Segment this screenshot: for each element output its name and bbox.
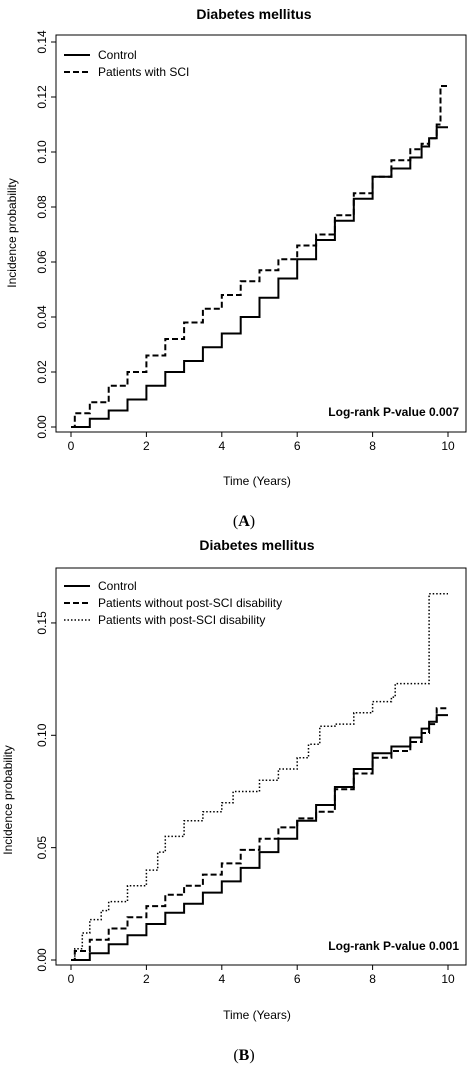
series-line-solid <box>71 126 448 428</box>
legend-label-with-disability: Patients with post-SCI disability <box>98 613 265 627</box>
panel-b-y-axis-label: Incidence probability <box>1 745 15 854</box>
x-tick-label: 8 <box>369 972 376 986</box>
x-tick-label: 10 <box>441 439 455 453</box>
panel-b-x-axis: 0 2 4 6 8 10 <box>68 965 455 986</box>
y-tick-label: 0.14 <box>35 30 49 54</box>
y-tick-label: 0.15 <box>35 611 49 635</box>
x-tick-label: 0 <box>68 439 75 453</box>
panel-b-plot-frame <box>55 567 467 966</box>
panel-a-plot-frame <box>55 34 467 433</box>
panel-a-label: (A) <box>233 513 255 530</box>
panel-a-x-axis: 0 2 4 6 8 10 <box>68 432 455 453</box>
x-tick-label: 8 <box>369 439 376 453</box>
y-tick-label: 0.00 <box>35 415 49 439</box>
y-tick-label: 0.00 <box>35 948 49 972</box>
panel-b-legend: Control Patients without post-SCI disabi… <box>64 579 282 627</box>
y-tick-label: 0.08 <box>35 195 49 219</box>
panel-a-title: Diabetes mellitus <box>196 6 311 22</box>
panel-a-logrank-annotation: Log-rank P-value 0.007 <box>328 405 459 419</box>
x-tick-label: 6 <box>294 439 301 453</box>
panel-b-series <box>71 592 448 961</box>
panel-a-y-axis-label: Incidence probability <box>5 178 19 287</box>
x-tick-label: 10 <box>441 972 455 986</box>
y-tick-label: 0.06 <box>35 250 49 274</box>
x-tick-label: 2 <box>143 439 150 453</box>
legend-label-control-b: Control <box>98 579 137 593</box>
y-tick-label: 0.04 <box>35 305 49 329</box>
series-line-dashed <box>71 85 448 428</box>
panel-a-y-axis: 0.00 0.02 0.04 0.06 0.08 0.10 0.12 0.14 <box>35 30 56 439</box>
panel-a-chart: Diabetes mellitus 0.000.020.040.060.080.… <box>5 6 467 530</box>
series-line-dashed <box>71 707 448 961</box>
panel-b-label: (B) <box>233 1047 254 1064</box>
x-tick-label: 4 <box>218 439 225 453</box>
panel-b-y-axis: 0.00 0.05 0.10 0.15 <box>35 611 56 972</box>
panel-a-x-axis-label: Time (Years) <box>223 474 291 488</box>
panel-b-title: Diabetes mellitus <box>199 537 314 553</box>
panel-a-legend: Control Patients with SCI <box>64 48 189 79</box>
x-tick-label: 6 <box>294 972 301 986</box>
legend-label-patients-with-sci: Patients with SCI <box>98 65 189 79</box>
legend-label-without-disability: Patients without post-SCI disability <box>98 596 282 610</box>
panel-b-x-axis-label: Time (Years) <box>223 1008 291 1022</box>
y-tick-label: 0.12 <box>35 85 49 109</box>
x-tick-label: 4 <box>218 972 225 986</box>
x-tick-label: 2 <box>143 972 150 986</box>
y-tick-label: 0.05 <box>35 836 49 860</box>
legend-label-control: Control <box>98 48 137 62</box>
x-tick-label: 0 <box>68 972 75 986</box>
series-line-dotted <box>71 592 448 961</box>
y-tick-label: 0.10 <box>35 723 49 747</box>
y-tick-label: 0.10 <box>35 140 49 164</box>
panel-b-chart: Diabetes mellitus 0.00 0.05 0.10 0.15 0 2 4 6 8… <box>1 537 467 1064</box>
y-tick-label: 0.02 <box>35 360 49 384</box>
panel-b-logrank-annotation: Log-rank P-value 0.001 <box>328 939 459 953</box>
panel-a-series <box>71 85 448 428</box>
